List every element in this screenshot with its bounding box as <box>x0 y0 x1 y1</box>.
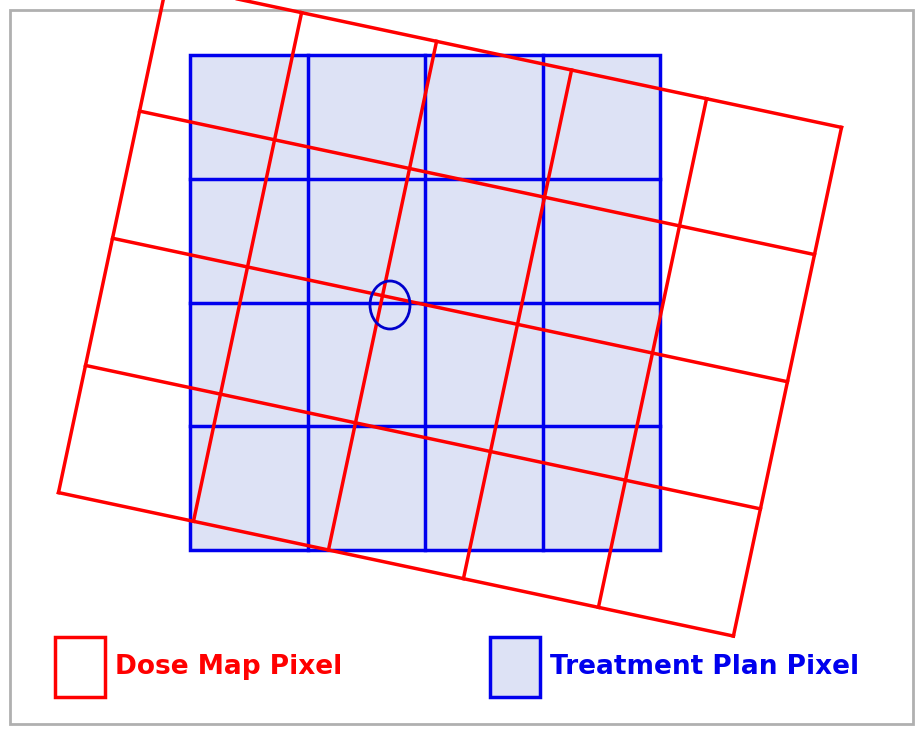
Text: Dose Map Pixel: Dose Map Pixel <box>115 654 342 680</box>
Bar <box>490 637 540 697</box>
Bar <box>190 55 660 550</box>
Text: Treatment Plan Pixel: Treatment Plan Pixel <box>550 654 859 680</box>
Bar <box>55 637 105 697</box>
